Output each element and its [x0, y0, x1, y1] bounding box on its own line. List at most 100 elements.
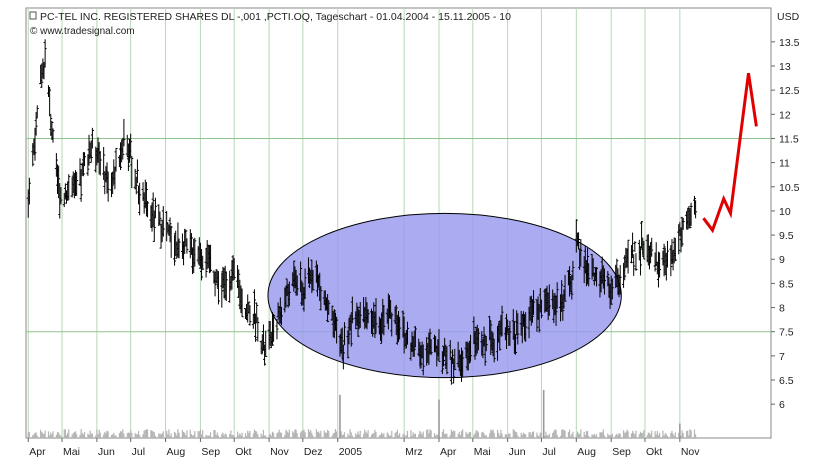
volume-bar [491, 430, 493, 438]
volume-bar [547, 435, 549, 438]
volume-bar [583, 431, 585, 438]
volume-bar [35, 432, 37, 438]
volume-bar [347, 433, 349, 438]
volume-bar [662, 430, 664, 438]
volume-bar [445, 433, 447, 438]
volume-bar [87, 433, 89, 438]
volume-bar [229, 433, 231, 438]
volume-bar [517, 435, 519, 438]
volume-bar [687, 430, 689, 438]
volume-bar [81, 432, 83, 438]
volume-bar [411, 435, 413, 438]
volume-bar [254, 430, 257, 438]
volume-bar [355, 433, 357, 438]
volume-bar [513, 430, 516, 438]
volume-bar [553, 431, 555, 438]
volume-bar [225, 434, 227, 438]
x-tick-label: Jul [542, 446, 555, 458]
x-tick-label: Jun [509, 446, 526, 458]
volume-bar [113, 432, 115, 438]
volume-bar [563, 430, 565, 438]
volume-bar [395, 432, 397, 438]
volume-bar [493, 432, 495, 438]
volume-bar [213, 430, 215, 438]
volume-bar [351, 435, 353, 438]
volume-bar [454, 431, 456, 438]
y-tick-label: 8 [779, 303, 785, 315]
volume-bar [428, 433, 430, 438]
volume-bar [49, 435, 51, 438]
volume-bar [197, 431, 199, 438]
volume-bar [476, 430, 478, 438]
volume-bar [99, 432, 101, 438]
volume-bar [293, 432, 295, 438]
volume-bar [600, 432, 602, 438]
volume-bar [386, 432, 388, 438]
volume-bar [311, 432, 313, 438]
volume-bar [435, 435, 437, 438]
x-tick-label: Mai [474, 446, 491, 458]
volume-bar [200, 434, 203, 438]
volume-bar [580, 429, 582, 438]
volume-bar [564, 430, 566, 438]
volume-spike [438, 399, 440, 438]
volume-bar [642, 432, 644, 438]
volume-bar [158, 433, 160, 438]
volume-bar [562, 429, 564, 438]
volume-bar [161, 433, 163, 438]
x-tick-label: Sep [201, 446, 220, 458]
volume-bar [402, 434, 404, 438]
x-tick-label: Mai [63, 446, 80, 458]
volume-bar [115, 435, 117, 438]
volume-bar [33, 434, 35, 438]
volume-bar [490, 429, 492, 438]
volume-bar [531, 431, 534, 438]
volume-bar [150, 429, 152, 438]
volume-bar [672, 433, 674, 438]
volume-bar [137, 430, 140, 438]
volume-bar [382, 434, 384, 438]
volume-bar [119, 431, 122, 438]
volume-bar [608, 435, 610, 438]
copyright-label: © www.tradesignal.com [30, 26, 135, 37]
volume-bar [391, 430, 393, 438]
volume-bar [622, 430, 625, 438]
volume-bar [342, 434, 344, 438]
title-icon [29, 11, 37, 20]
volume-bar [205, 434, 207, 438]
volume-bar [323, 430, 325, 438]
volume-bar [181, 429, 184, 438]
volume-bar [469, 432, 472, 438]
volume-bar [607, 433, 609, 438]
volume-bar [397, 435, 400, 438]
ellipse-layer [267, 212, 622, 379]
volume-bar [126, 432, 128, 438]
volume-bar [189, 429, 191, 438]
volume-bar [544, 435, 546, 438]
volume-bar [55, 434, 57, 438]
volume-bar [640, 432, 643, 438]
volume-bar [379, 434, 382, 438]
volume-bar [538, 435, 540, 438]
volume-bar [554, 429, 556, 438]
y-tick-label: 13.5 [779, 37, 800, 49]
volume-bar [420, 432, 422, 438]
volume-bar [363, 433, 365, 438]
volume-bar [144, 429, 146, 438]
volume-bar [689, 429, 691, 438]
volume-bar [436, 434, 438, 438]
volume-bar [458, 431, 460, 438]
volume-bar [489, 433, 491, 438]
volume-bar [238, 435, 240, 438]
x-tick-label: Aug [167, 446, 186, 458]
volume-bar [236, 431, 239, 438]
volume-bar [381, 432, 383, 438]
volume-bar [280, 433, 283, 438]
x-tick-label: Okt [646, 446, 662, 458]
volume-bar [383, 433, 385, 438]
volume-bar [492, 429, 494, 438]
volume-bar [437, 435, 439, 438]
volume-bar [388, 435, 391, 438]
x-tick-label: Aug [577, 446, 596, 458]
